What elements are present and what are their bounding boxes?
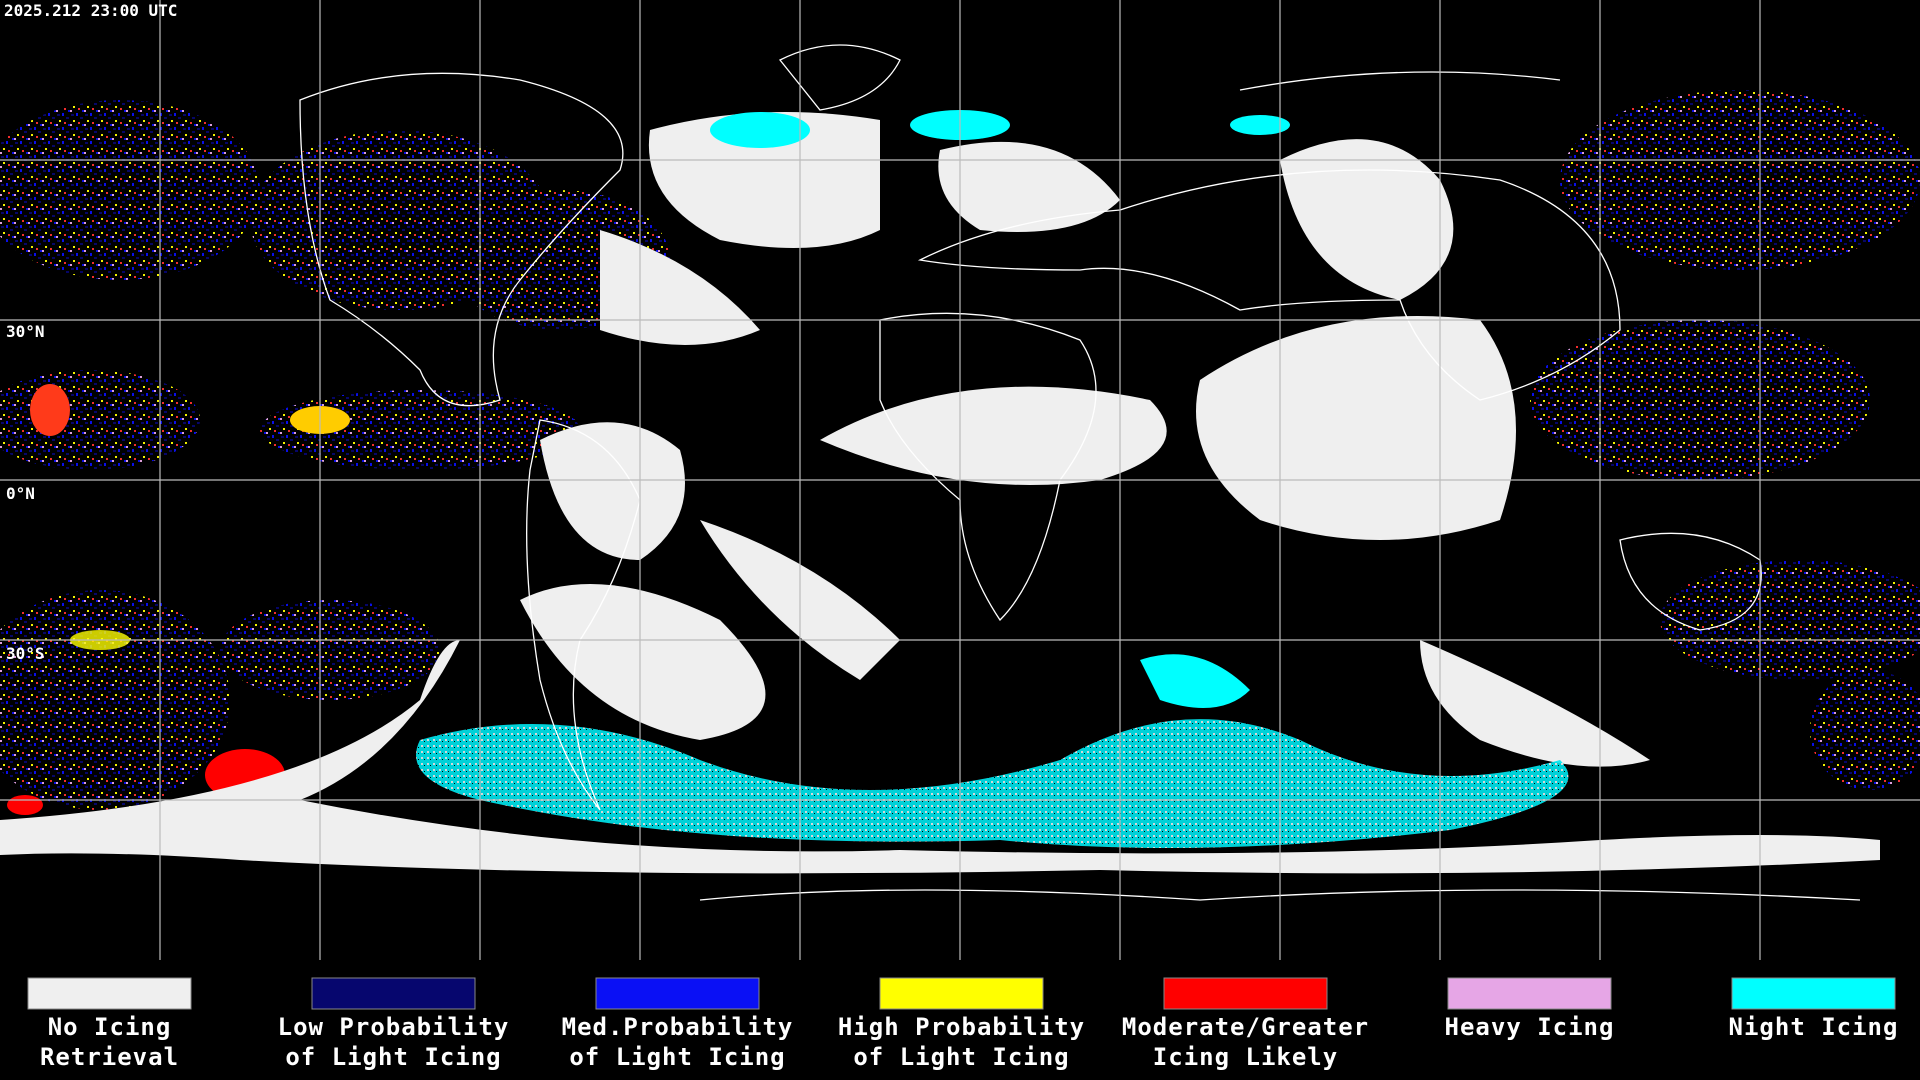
latitude-label: 30°N [6, 322, 45, 341]
legend-label: of Light Icing [853, 1043, 1069, 1071]
legend-label: Retrieval [40, 1043, 179, 1071]
legend-label: High Probability [838, 1013, 1085, 1041]
coastlines [299, 44, 1861, 901]
legend-label: Heavy Icing [1445, 1013, 1615, 1041]
timestamp: 2025.212 23:00 UTC [4, 1, 177, 20]
legend-swatch [879, 977, 1044, 1010]
latitude-label: 30°S [6, 644, 45, 663]
legend-label: of Light Icing [569, 1043, 785, 1071]
legend-label: Night Icing [1729, 1013, 1899, 1041]
legend-label: Med.Probability [562, 1013, 794, 1041]
legend-swatch [595, 977, 760, 1010]
legend-swatch [1447, 977, 1612, 1010]
legend-label: No Icing [48, 1013, 172, 1041]
legend-swatch [27, 977, 192, 1010]
map: 2025.212 23:00 UTC 30°N 0°N 30°S [0, 0, 1920, 960]
latitude-label: 0°N [6, 484, 35, 503]
legend-label: Icing Likely [1153, 1043, 1338, 1071]
no-icing-cloud [0, 112, 1880, 874]
legend-label: Moderate/Greater [1122, 1013, 1369, 1041]
legend-swatch [1731, 977, 1896, 1010]
legend-label: Low Probability [278, 1013, 510, 1041]
legend-swatch [311, 977, 476, 1010]
legend-label: of Light Icing [285, 1043, 501, 1071]
graticule [0, 0, 1920, 960]
legend-swatch [1163, 977, 1328, 1010]
